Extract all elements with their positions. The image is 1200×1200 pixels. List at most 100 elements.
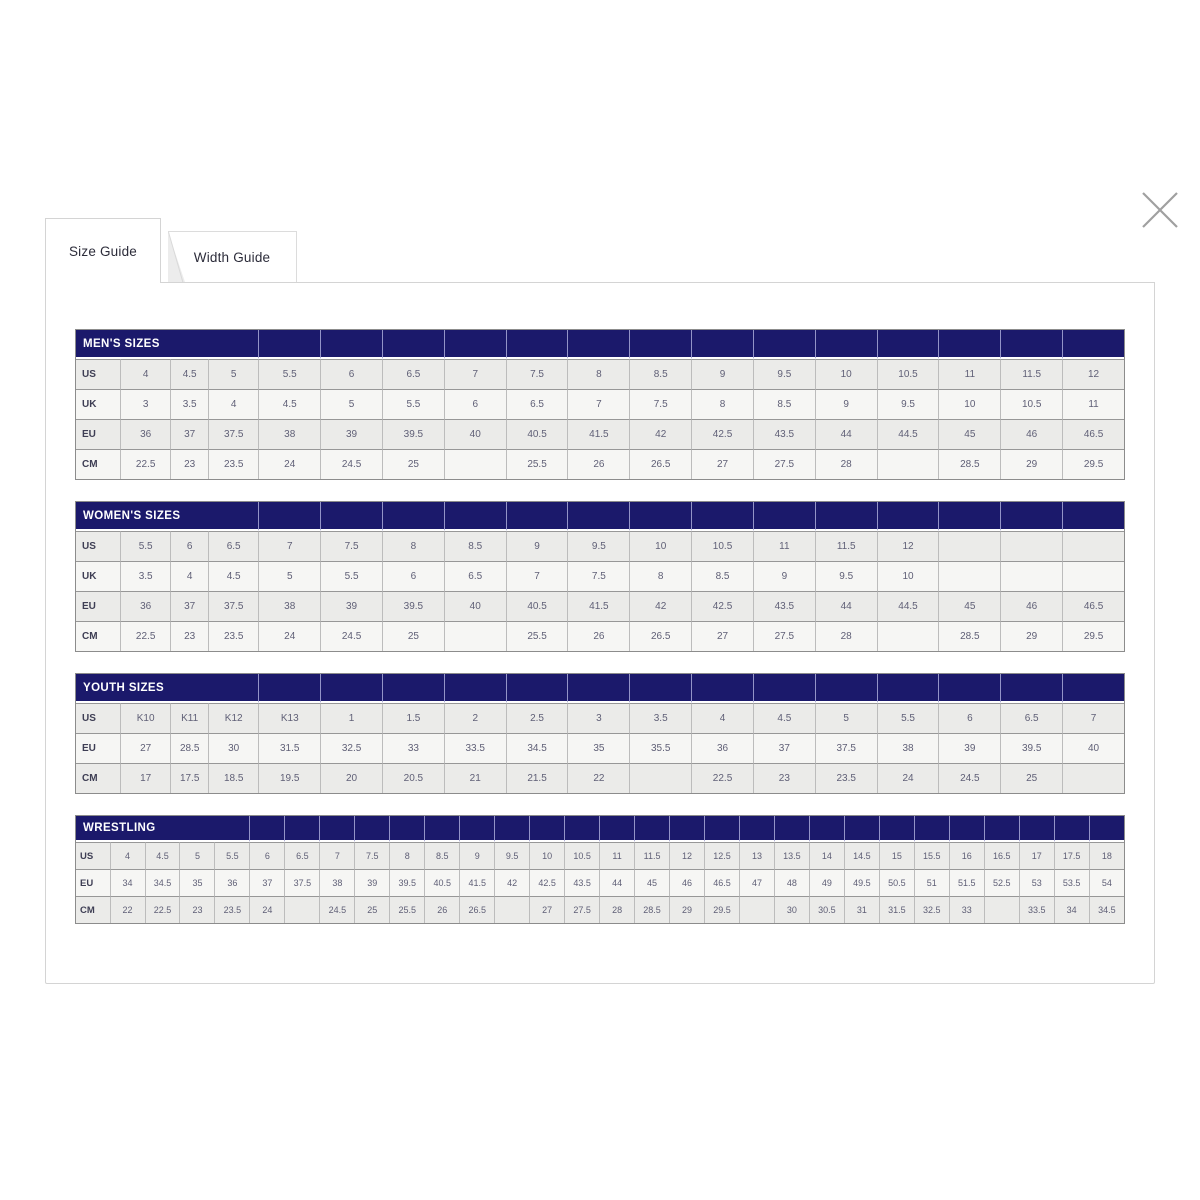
size-cell: 36 bbox=[120, 591, 171, 621]
table-header-row: WOMEN'S SIZES bbox=[76, 502, 1124, 531]
table-title-womens: WOMEN'S SIZES bbox=[76, 502, 259, 531]
size-cell: 36 bbox=[691, 733, 753, 763]
size-cell: 5.5 bbox=[214, 842, 250, 869]
size-cell: 8 bbox=[567, 359, 630, 389]
size-cell: 17 bbox=[120, 763, 171, 793]
size-cell: 1 bbox=[320, 703, 382, 733]
size-cell: 23.5 bbox=[214, 896, 250, 923]
size-cell bbox=[1062, 763, 1124, 793]
size-cell: 37 bbox=[170, 419, 209, 449]
size-cell: 52.5 bbox=[983, 869, 1019, 896]
header-cell bbox=[249, 816, 285, 842]
size-cell: 23 bbox=[170, 621, 209, 651]
header-cell bbox=[258, 674, 321, 703]
header-cell bbox=[808, 816, 844, 842]
size-cell: 13.5 bbox=[773, 842, 809, 869]
header-cell bbox=[424, 816, 460, 842]
size-cell: 11 bbox=[938, 359, 1001, 389]
header-cell bbox=[752, 502, 815, 531]
size-cell: 29 bbox=[1000, 449, 1063, 479]
table-header-row: YOUTH SIZES bbox=[76, 674, 1124, 703]
size-cell: 27 bbox=[691, 621, 753, 651]
size-cell: 38 bbox=[258, 591, 321, 621]
size-cell: 14 bbox=[808, 842, 844, 869]
table-row-eu: EU 34 34.5 35 36 37 37.5 38 39 39.5 40.5 41.5 42 42.5… bbox=[76, 869, 1124, 896]
header-cell bbox=[704, 816, 739, 842]
size-cell: 10 bbox=[529, 842, 565, 869]
size-cell: 9.5 bbox=[814, 561, 877, 591]
header-cell bbox=[876, 502, 939, 531]
header-cell bbox=[752, 330, 815, 359]
size-cell: 34.5 bbox=[505, 733, 568, 763]
size-cell: 41.5 bbox=[567, 591, 630, 621]
header-cell bbox=[258, 330, 321, 359]
header-cell bbox=[876, 674, 939, 703]
size-cell: 24 bbox=[876, 763, 939, 793]
tab-size-guide[interactable]: Size Guide bbox=[45, 218, 161, 283]
header-cell bbox=[567, 502, 630, 531]
size-cell: 26 bbox=[567, 621, 630, 651]
size-cell: 5 bbox=[320, 389, 382, 419]
size-cell: 32.5 bbox=[320, 733, 382, 763]
tab-width-guide-label: Width Guide bbox=[193, 249, 271, 265]
size-cell: 7 bbox=[505, 561, 568, 591]
size-cell: 9.5 bbox=[876, 389, 939, 419]
size-table-youth: YOUTH SIZES US K10 K11 K12 K13 1 1.5 2 2.5 3 3.5 4 4.… bbox=[75, 673, 1125, 794]
size-cell: 8.5 bbox=[443, 531, 506, 561]
header-cell bbox=[938, 502, 1001, 531]
row-label: US bbox=[76, 359, 121, 389]
close-icon bbox=[1142, 192, 1178, 228]
size-cell: 4 bbox=[208, 389, 259, 419]
size-cell: 5.5 bbox=[320, 561, 382, 591]
size-cell: 22.5 bbox=[144, 896, 180, 923]
size-cell: 24 bbox=[258, 449, 321, 479]
header-cell bbox=[1062, 674, 1124, 703]
size-cell: 4 bbox=[109, 842, 145, 869]
size-cell: 26.5 bbox=[629, 449, 692, 479]
size-cell: 28 bbox=[599, 896, 635, 923]
size-cell: 23.5 bbox=[814, 763, 877, 793]
size-cell: 3 bbox=[567, 703, 630, 733]
size-cell: 13 bbox=[738, 842, 774, 869]
size-cell: 1.5 bbox=[381, 703, 444, 733]
size-cell: 30 bbox=[208, 733, 259, 763]
table-row-cm: CM 22.5 23 23.5 24 24.5 25 25.5 26 26.5 27 27.5 28 28… bbox=[76, 621, 1124, 651]
size-cell: 26.5 bbox=[459, 896, 495, 923]
size-cell: 6.5 bbox=[208, 531, 259, 561]
header-cell bbox=[669, 816, 704, 842]
size-cell: 37 bbox=[170, 591, 209, 621]
size-cell: 22.5 bbox=[120, 621, 171, 651]
size-cell: 44 bbox=[814, 419, 877, 449]
size-cell: 36 bbox=[120, 419, 171, 449]
size-cell: 6 bbox=[443, 389, 506, 419]
header-cell bbox=[876, 330, 939, 359]
size-cell: 40.5 bbox=[505, 591, 568, 621]
header-cell bbox=[381, 674, 444, 703]
size-cell: 5 bbox=[258, 561, 321, 591]
size-cell: 20 bbox=[320, 763, 382, 793]
size-cell: 42 bbox=[494, 869, 530, 896]
row-label: CM bbox=[76, 896, 110, 923]
size-cell: 8 bbox=[389, 842, 425, 869]
header-cell bbox=[320, 674, 382, 703]
header-cell bbox=[1018, 816, 1054, 842]
size-cell: 40.5 bbox=[424, 869, 460, 896]
size-cell: 46 bbox=[1000, 591, 1063, 621]
size-table-mens: MEN'S SIZES US 4 4.5 5 5.5 6 6.5 7 7.5 8 8.5 9 9.5 10 1… bbox=[75, 329, 1125, 480]
header-cell bbox=[1053, 816, 1089, 842]
size-cell: 42 bbox=[629, 419, 692, 449]
size-cell: 17.5 bbox=[170, 763, 209, 793]
size-cell: 2.5 bbox=[505, 703, 568, 733]
size-cell bbox=[983, 896, 1019, 923]
size-cell: 26 bbox=[424, 896, 460, 923]
size-cell: 39 bbox=[320, 419, 382, 449]
header-cell bbox=[634, 816, 670, 842]
size-cell: 4.5 bbox=[258, 389, 321, 419]
size-cell: 41.5 bbox=[567, 419, 630, 449]
size-cell: 8.5 bbox=[424, 842, 460, 869]
size-cell: 8 bbox=[381, 531, 444, 561]
size-cell: 6.5 bbox=[1000, 703, 1063, 733]
tab-width-guide[interactable]: Width Guide bbox=[168, 231, 297, 282]
close-button[interactable] bbox=[1138, 188, 1182, 232]
size-cell: 34.5 bbox=[144, 869, 180, 896]
